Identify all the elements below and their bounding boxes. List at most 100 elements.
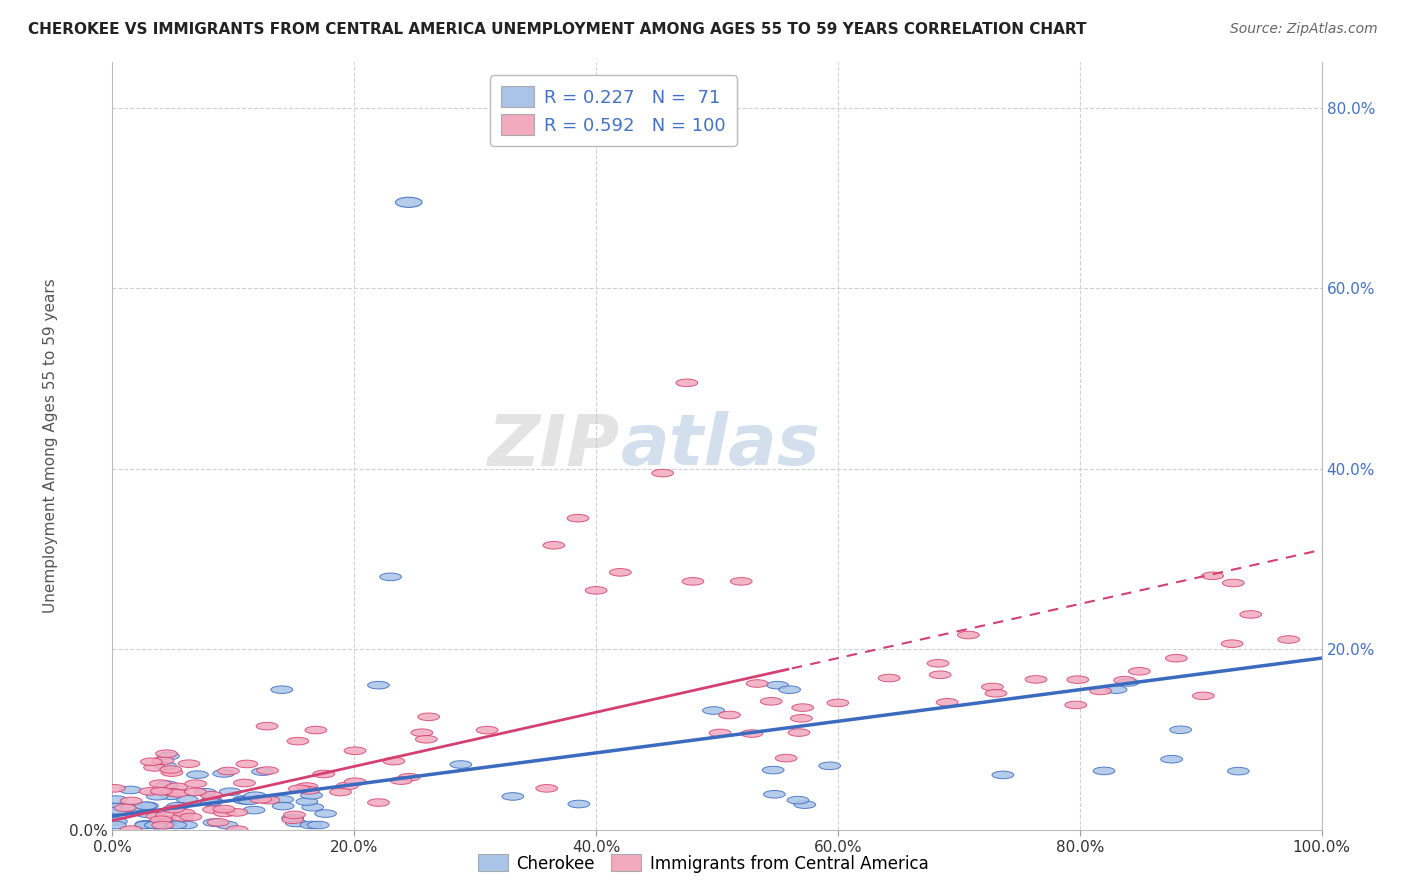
Ellipse shape <box>763 790 786 798</box>
Ellipse shape <box>257 767 278 774</box>
Ellipse shape <box>787 729 810 737</box>
Ellipse shape <box>156 750 177 757</box>
Ellipse shape <box>818 762 841 770</box>
Ellipse shape <box>1129 667 1150 675</box>
Ellipse shape <box>284 811 305 819</box>
Ellipse shape <box>233 797 254 805</box>
Ellipse shape <box>285 819 307 827</box>
Ellipse shape <box>136 810 157 818</box>
Ellipse shape <box>281 816 304 823</box>
Ellipse shape <box>1278 636 1299 643</box>
Ellipse shape <box>271 796 294 803</box>
Ellipse shape <box>201 791 222 799</box>
Ellipse shape <box>233 780 256 787</box>
Ellipse shape <box>187 771 208 779</box>
Ellipse shape <box>398 773 420 781</box>
Ellipse shape <box>250 796 271 803</box>
Ellipse shape <box>827 699 849 706</box>
Ellipse shape <box>297 797 318 805</box>
Ellipse shape <box>136 802 159 810</box>
Ellipse shape <box>145 822 166 829</box>
Ellipse shape <box>219 788 242 796</box>
Ellipse shape <box>382 757 405 765</box>
Ellipse shape <box>155 822 176 829</box>
Ellipse shape <box>252 768 273 775</box>
Ellipse shape <box>305 726 326 734</box>
Ellipse shape <box>236 760 257 768</box>
Ellipse shape <box>1161 756 1182 763</box>
Ellipse shape <box>1118 679 1139 686</box>
Ellipse shape <box>156 781 179 789</box>
Ellipse shape <box>160 792 181 799</box>
Ellipse shape <box>1064 701 1087 709</box>
Ellipse shape <box>226 826 247 833</box>
Ellipse shape <box>411 729 433 737</box>
Ellipse shape <box>1240 611 1261 618</box>
Ellipse shape <box>301 822 322 829</box>
Ellipse shape <box>121 797 142 805</box>
Ellipse shape <box>1227 767 1249 775</box>
Ellipse shape <box>184 788 207 796</box>
Text: atlas: atlas <box>620 411 820 481</box>
Ellipse shape <box>207 819 229 826</box>
Ellipse shape <box>380 573 402 581</box>
Ellipse shape <box>152 822 173 829</box>
Ellipse shape <box>301 791 322 799</box>
Ellipse shape <box>929 671 950 679</box>
Text: ZIP: ZIP <box>488 411 620 481</box>
Ellipse shape <box>298 787 319 794</box>
Ellipse shape <box>395 197 422 207</box>
Ellipse shape <box>367 798 389 806</box>
Ellipse shape <box>273 802 294 810</box>
Ellipse shape <box>981 683 1004 690</box>
Ellipse shape <box>157 752 180 760</box>
Ellipse shape <box>155 820 176 827</box>
Ellipse shape <box>162 769 183 776</box>
Ellipse shape <box>179 760 200 767</box>
Ellipse shape <box>238 797 260 805</box>
Ellipse shape <box>121 804 143 811</box>
Ellipse shape <box>415 736 437 743</box>
Ellipse shape <box>1222 579 1244 587</box>
Ellipse shape <box>256 723 278 730</box>
Ellipse shape <box>143 764 166 772</box>
Ellipse shape <box>108 803 131 811</box>
Ellipse shape <box>450 761 471 768</box>
Ellipse shape <box>790 714 813 723</box>
Ellipse shape <box>152 756 174 764</box>
Ellipse shape <box>166 803 188 810</box>
Ellipse shape <box>775 755 797 762</box>
Ellipse shape <box>308 822 329 829</box>
Ellipse shape <box>165 822 187 829</box>
Ellipse shape <box>1090 687 1112 695</box>
Ellipse shape <box>336 782 359 789</box>
Ellipse shape <box>747 680 768 688</box>
Ellipse shape <box>150 816 172 823</box>
Ellipse shape <box>108 806 129 814</box>
Ellipse shape <box>779 686 800 693</box>
Ellipse shape <box>986 690 1007 697</box>
Ellipse shape <box>141 758 162 765</box>
Ellipse shape <box>200 798 222 805</box>
Ellipse shape <box>120 786 141 794</box>
Ellipse shape <box>766 681 789 689</box>
Ellipse shape <box>314 770 335 778</box>
Text: CHEROKEE VS IMMIGRANTS FROM CENTRAL AMERICA UNEMPLOYMENT AMONG AGES 55 TO 59 YEA: CHEROKEE VS IMMIGRANTS FROM CENTRAL AMER… <box>28 22 1087 37</box>
Ellipse shape <box>879 674 900 681</box>
Ellipse shape <box>243 806 264 814</box>
Ellipse shape <box>163 805 184 813</box>
Y-axis label: Unemployment Among Ages 55 to 59 years: Unemployment Among Ages 55 to 59 years <box>42 278 58 614</box>
Ellipse shape <box>214 805 235 813</box>
Ellipse shape <box>585 587 607 594</box>
Ellipse shape <box>676 379 697 386</box>
Ellipse shape <box>288 785 311 793</box>
Ellipse shape <box>184 780 207 788</box>
Ellipse shape <box>172 814 194 822</box>
Ellipse shape <box>176 822 197 829</box>
Ellipse shape <box>104 822 127 829</box>
Ellipse shape <box>567 515 589 522</box>
Ellipse shape <box>367 681 389 689</box>
Ellipse shape <box>202 805 225 814</box>
Ellipse shape <box>1222 640 1243 648</box>
Ellipse shape <box>259 797 280 804</box>
